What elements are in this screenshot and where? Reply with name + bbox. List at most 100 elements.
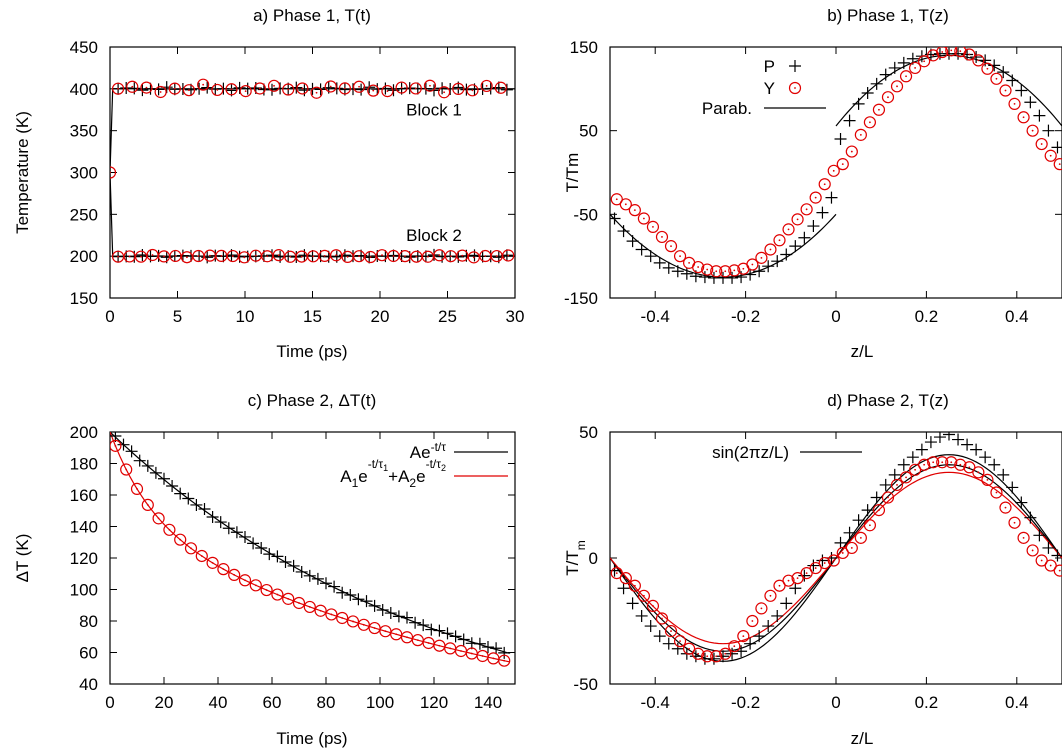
circle-marker <box>238 251 251 264</box>
circle-marker <box>963 48 976 61</box>
x-tick-label: 0 <box>105 307 114 326</box>
circle-marker <box>899 70 913 83</box>
plus-marker <box>807 220 820 233</box>
circle-marker-dot <box>1049 154 1052 157</box>
legend-label: sin(2πz/L) <box>712 443 789 462</box>
y-tick-label: 250 <box>70 205 98 224</box>
chart-title: b) Phase 1, T(z) <box>827 6 949 25</box>
circle-marker-dot <box>706 655 709 658</box>
plus-marker <box>780 248 793 261</box>
circle-marker <box>452 82 465 95</box>
circle-marker-dot <box>395 633 398 636</box>
circle-marker <box>169 249 182 263</box>
plus-marker <box>222 522 235 535</box>
plus-marker <box>798 569 811 582</box>
circle-marker <box>791 572 804 585</box>
plus-marker <box>671 642 684 655</box>
circle-marker-dot <box>449 647 452 650</box>
plus-marker <box>653 256 666 269</box>
circle-marker <box>863 116 877 129</box>
circle-marker-dot <box>258 87 261 90</box>
plus-marker <box>128 82 141 95</box>
circle-marker <box>764 243 777 256</box>
plus-marker <box>997 468 1010 481</box>
plus-marker <box>206 511 219 524</box>
circle-marker-dot <box>145 86 148 89</box>
circle-marker-dot <box>209 254 211 257</box>
circle-marker-dot <box>959 50 962 53</box>
y-tick-label: 400 <box>70 80 98 99</box>
circle-marker-dot <box>706 268 709 271</box>
circle-marker-dot <box>265 589 268 591</box>
circle-marker <box>682 642 696 655</box>
legend-text-part: 2 <box>441 463 446 473</box>
circle-marker-dot <box>188 89 190 92</box>
circle-marker <box>249 579 262 592</box>
circle-marker <box>217 563 230 576</box>
y-tick-label: 200 <box>70 247 98 266</box>
circle-marker-dot <box>977 59 980 62</box>
circle-marker <box>854 531 867 544</box>
legend-text-part: e <box>416 467 425 486</box>
circle-marker <box>710 650 723 663</box>
y-tick-label: 150 <box>70 289 98 308</box>
circle-marker <box>692 260 705 274</box>
circle-marker <box>238 574 252 587</box>
circle-marker <box>646 220 660 233</box>
circle-marker <box>990 486 1003 499</box>
circle-marker-dot <box>335 254 338 257</box>
circle-marker-dot <box>220 255 223 257</box>
circle-marker-dot <box>977 471 980 474</box>
circle-marker-dot <box>778 239 781 242</box>
y-tick-label: 200 <box>70 423 98 442</box>
circle-marker-dot <box>1040 559 1043 562</box>
series-plus <box>110 432 511 659</box>
circle-marker <box>628 204 641 217</box>
circle-marker-dot <box>633 584 636 587</box>
chart-title: d) Phase 2, T(z) <box>827 391 949 410</box>
circle-marker <box>395 81 408 94</box>
plus-marker <box>717 650 729 663</box>
x-tick-label: 0.2 <box>915 693 939 712</box>
x-tick-label: 25 <box>438 307 457 326</box>
circle-marker <box>908 463 922 476</box>
circle-marker <box>303 600 316 614</box>
circle-marker <box>899 471 913 484</box>
circle-marker-dot <box>986 67 989 70</box>
circle-marker-dot <box>415 255 418 258</box>
circle-marker-dot <box>186 256 188 259</box>
circle-marker-dot <box>643 594 645 597</box>
plus-marker <box>247 537 260 550</box>
plus-marker <box>689 650 702 663</box>
y-tick-label: 300 <box>70 164 98 183</box>
plus-marker <box>698 271 711 284</box>
circle-marker-dot <box>932 54 935 57</box>
plus-marker <box>1042 124 1055 137</box>
circle-marker <box>655 230 669 244</box>
circle-marker <box>1017 111 1030 124</box>
circle-marker-dot <box>197 255 200 257</box>
x-tick-label: 60 <box>263 693 282 712</box>
circle-marker-dot <box>760 607 763 610</box>
circle-marker <box>927 456 940 469</box>
x-tick-label: 0.4 <box>1005 307 1029 326</box>
plus-marker <box>879 478 892 491</box>
x-tick-label: 30 <box>506 307 525 326</box>
circle-marker-dot <box>679 640 681 643</box>
chart-title: c) Phase 2, ΔT(t) <box>248 391 377 410</box>
plus-marker <box>500 83 513 96</box>
circle-marker <box>421 250 435 263</box>
circle-marker-dot <box>778 584 781 587</box>
circle-marker-dot <box>679 255 681 258</box>
plus-marker <box>158 472 170 485</box>
circle-marker-dot <box>231 255 234 257</box>
circle-marker-dot <box>373 627 376 629</box>
circle-marker <box>809 191 822 204</box>
plus-marker <box>952 433 965 446</box>
circle-marker-dot <box>499 86 502 89</box>
plus-marker <box>726 647 739 660</box>
circle-marker-dot <box>319 609 322 612</box>
y-axis-label: Temperature (K) <box>13 111 32 234</box>
circle-marker-dot <box>298 602 300 604</box>
x-tick-label: 0 <box>831 693 840 712</box>
